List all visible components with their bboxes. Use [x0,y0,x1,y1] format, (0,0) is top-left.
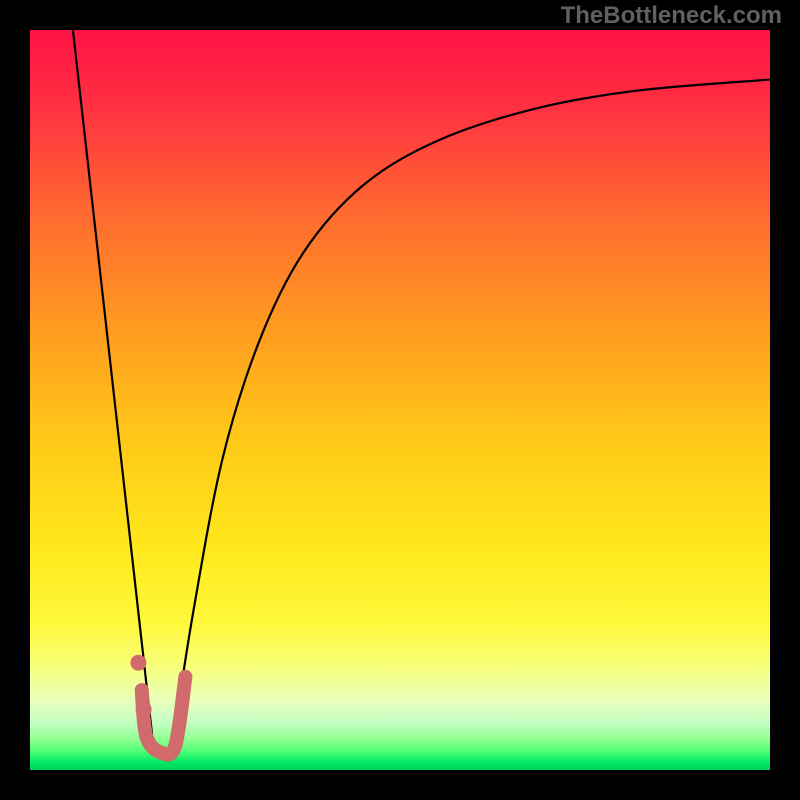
valley-dot-icon [130,655,146,671]
valley-dot-icon [136,701,152,717]
bottleneck-chart [0,0,800,800]
chart-container: TheBottleneck.com [0,0,800,800]
watermark-text: TheBottleneck.com [561,2,782,30]
